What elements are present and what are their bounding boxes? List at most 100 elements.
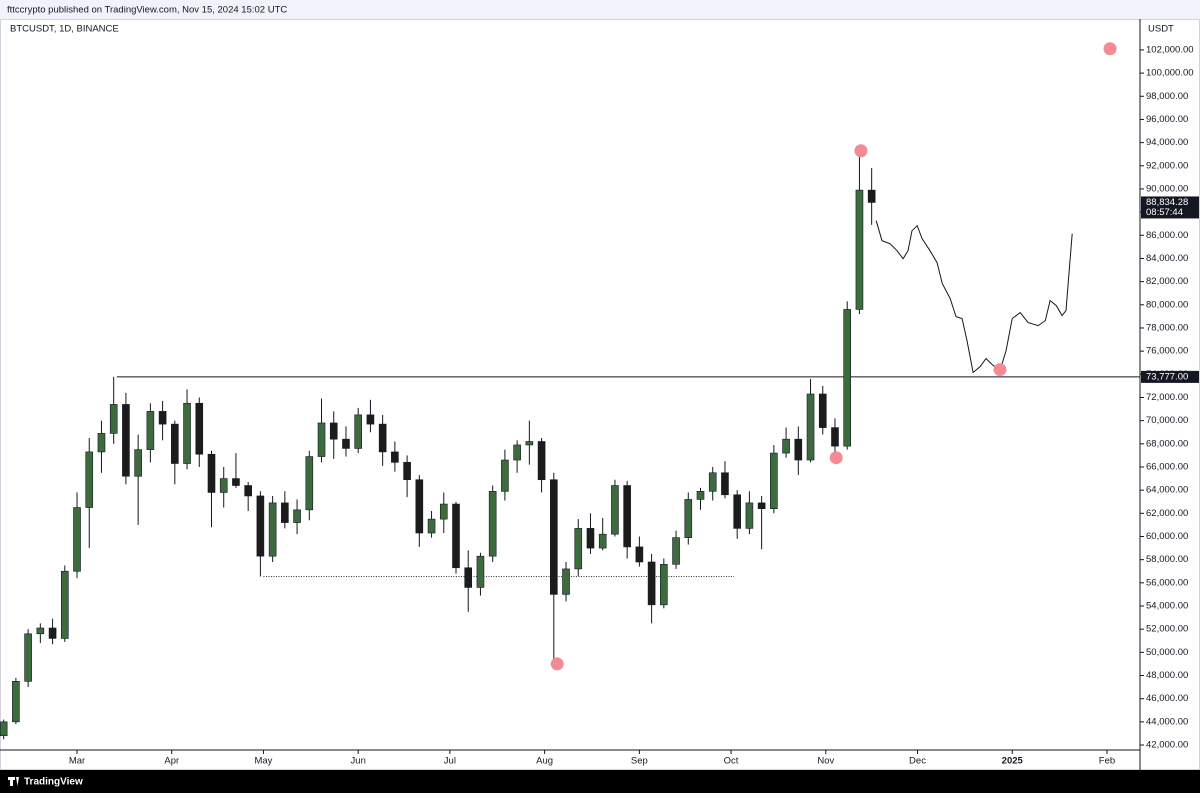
logo <box>8 777 19 786</box>
candle-body <box>843 309 852 447</box>
candle-body <box>611 485 619 535</box>
candle-body <box>134 449 142 477</box>
published-note: fttccrypto published on TradingView.com,… <box>7 5 287 16</box>
y-tick-label: 62,000.00 <box>1146 508 1188 519</box>
candle-body <box>427 518 436 534</box>
y-tick-label: 86,000.00 <box>1146 230 1188 241</box>
candle-body <box>513 444 521 461</box>
candle-body <box>219 478 228 493</box>
marker <box>550 657 564 671</box>
candle-body <box>623 485 631 548</box>
candle-body <box>378 423 387 453</box>
candle-body <box>268 502 277 557</box>
candle-body <box>721 472 729 496</box>
candle-body <box>60 570 69 639</box>
y-tick-label: 72,000.00 <box>1146 392 1188 403</box>
candle-body <box>171 423 179 464</box>
x-tick-label: Oct <box>724 756 739 767</box>
candle-body <box>452 503 460 569</box>
candle-body <box>281 502 289 523</box>
x-tick-label: Aug <box>536 756 553 767</box>
y-tick-label: 60,000.00 <box>1146 531 1188 542</box>
candle-body <box>745 502 754 529</box>
candle-body <box>770 452 778 509</box>
x-tick-label: Nov <box>817 756 834 767</box>
y-tick-label: 50,000.00 <box>1146 647 1188 658</box>
candle-body <box>183 402 191 464</box>
y-tick-label: 44,000.00 <box>1146 716 1188 727</box>
x-tick-label: Mar <box>69 756 85 767</box>
candle-body <box>24 633 32 682</box>
candle-body <box>708 472 717 492</box>
axis-unit: USDT <box>1148 24 1174 35</box>
candle-body <box>550 479 558 595</box>
candle-body <box>660 563 668 606</box>
brand: TradingView <box>24 777 83 788</box>
x-tick-label: Feb <box>1099 756 1115 767</box>
candle-body <box>293 509 301 523</box>
y-tick-label: 52,000.00 <box>1146 624 1188 635</box>
candle-body <box>635 546 644 563</box>
y-tick-label: 66,000.00 <box>1146 461 1188 472</box>
candle-body <box>488 491 497 557</box>
x-tick-label: Apr <box>164 756 179 767</box>
y-tick-label: 96,000.00 <box>1146 114 1188 125</box>
candle-body <box>782 438 790 454</box>
candle-body <box>207 453 216 493</box>
candle-body <box>342 438 350 449</box>
candle-body <box>672 537 680 565</box>
candle-body <box>476 555 485 588</box>
countdown: 08:57:44 <box>1146 207 1183 218</box>
candle-body <box>794 438 803 461</box>
candle-body <box>195 402 204 455</box>
marker <box>1103 42 1117 56</box>
y-tick-label: 70,000.00 <box>1146 415 1188 426</box>
level-label-box <box>1141 370 1199 383</box>
candle-body <box>73 507 81 572</box>
candle-body <box>525 441 534 446</box>
candle-body <box>647 561 656 606</box>
candle-body <box>562 568 570 595</box>
candle-body <box>574 528 583 570</box>
y-tick-label: 82,000.00 <box>1146 276 1188 287</box>
y-tick-label: 46,000.00 <box>1146 693 1188 704</box>
x-tick-label: Jul <box>444 756 456 767</box>
projection-line <box>875 220 1073 374</box>
y-tick-label: 76,000.00 <box>1146 346 1188 357</box>
y-tick-label: 78,000.00 <box>1146 322 1188 333</box>
candle-body <box>146 411 155 450</box>
footer-bar <box>0 770 1200 793</box>
candle-body <box>97 433 106 453</box>
x-tick-label: May <box>254 756 272 767</box>
y-tick-label: 54,000.00 <box>1146 601 1188 612</box>
candle-body <box>501 459 509 492</box>
y-tick-label: 84,000.00 <box>1146 253 1188 264</box>
candle-body <box>867 189 876 203</box>
candle-body <box>733 494 741 529</box>
x-tick-label: Sep <box>631 756 648 767</box>
candle-body <box>855 189 864 310</box>
chart-frame <box>0 19 1200 770</box>
candle-body <box>831 427 839 447</box>
candle-body <box>122 404 130 477</box>
candle-body <box>85 451 94 508</box>
candle-body <box>586 528 595 549</box>
candle-body <box>403 462 411 481</box>
y-tick-label: 90,000.00 <box>1146 183 1188 194</box>
x-tick-label: Dec <box>909 756 926 767</box>
x-tick-label: Jun <box>351 756 366 767</box>
candle-body <box>158 411 167 425</box>
y-tick-label: 100,000.00 <box>1146 68 1194 79</box>
y-tick-label: 42,000.00 <box>1146 740 1188 751</box>
price-label-box <box>1141 196 1199 219</box>
candle-body <box>598 533 607 549</box>
candle-body <box>757 502 766 509</box>
y-tick-label: 58,000.00 <box>1146 554 1188 565</box>
y-tick-label: 64,000.00 <box>1146 485 1188 496</box>
candle-body <box>354 414 362 449</box>
x-tick-label: 2025 <box>1002 756 1024 767</box>
candle-body <box>0 721 8 737</box>
candle-body <box>36 627 45 635</box>
candle-body <box>48 627 57 639</box>
y-tick-label: 68,000.00 <box>1146 438 1188 449</box>
